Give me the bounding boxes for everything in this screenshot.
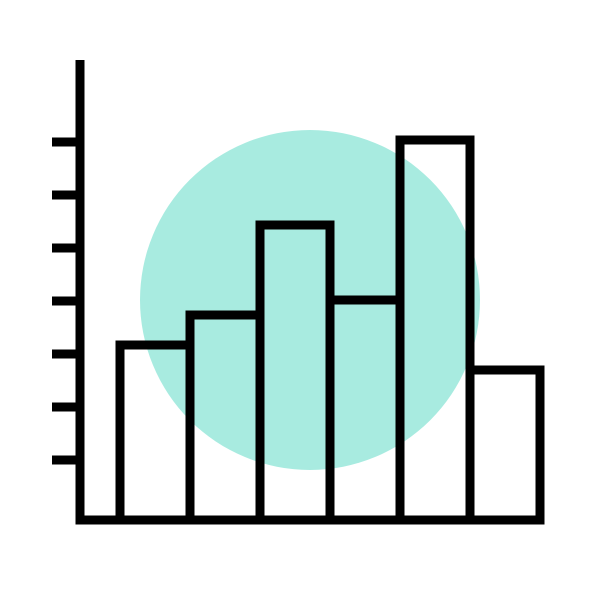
bar-chart-icon	[0, 0, 600, 600]
